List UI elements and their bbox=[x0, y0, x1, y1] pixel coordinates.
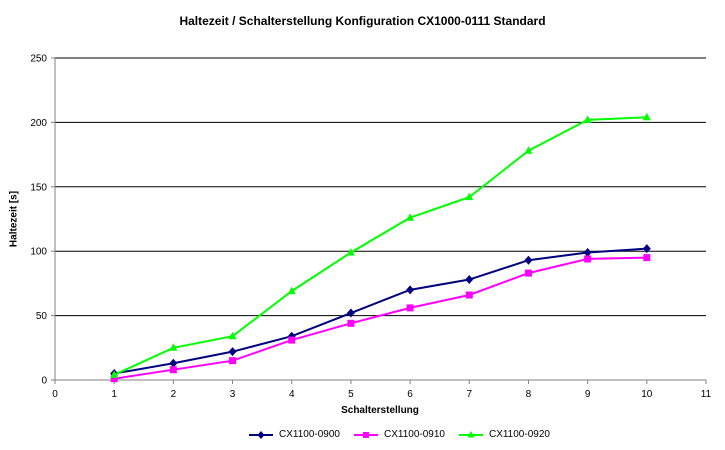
data-point bbox=[642, 112, 651, 121]
data-point bbox=[110, 375, 118, 383]
x-tick-label: 11 bbox=[701, 389, 712, 400]
data-point bbox=[406, 213, 415, 221]
legend-swatch bbox=[458, 430, 483, 437]
data-point bbox=[169, 343, 178, 351]
legend-label: CX1100-0910 bbox=[383, 429, 445, 440]
data-point bbox=[524, 146, 533, 154]
legend-marker bbox=[257, 430, 265, 439]
y-tick-label: 100 bbox=[30, 247, 47, 258]
x-tick-label: 2 bbox=[171, 389, 177, 400]
y-tick-label: 200 bbox=[30, 118, 47, 129]
x-tick-label: 9 bbox=[585, 389, 591, 400]
y-tick-label: 0 bbox=[41, 376, 47, 387]
legend-swatch bbox=[353, 431, 378, 438]
legend-marker bbox=[467, 430, 475, 437]
data-point bbox=[288, 336, 296, 344]
data-point bbox=[228, 347, 237, 357]
data-point bbox=[583, 247, 592, 257]
series-line bbox=[114, 247, 647, 375]
data-point bbox=[406, 285, 415, 295]
data-point bbox=[642, 244, 651, 254]
x-tick-label: 3 bbox=[230, 389, 236, 400]
data-point bbox=[347, 319, 355, 327]
data-point bbox=[110, 370, 119, 378]
legend-item: CX1100-0910 bbox=[352, 429, 445, 440]
data-point bbox=[169, 366, 177, 374]
data-point bbox=[465, 275, 474, 285]
legend-item: CX1100-0900 bbox=[247, 429, 340, 440]
x-tick-label: 6 bbox=[407, 389, 413, 400]
x-tick-label: 0 bbox=[52, 389, 58, 400]
series-cx1100-0920 bbox=[110, 112, 651, 378]
legend: CX1100-0900 CX1100-0910 CX1100-0920 bbox=[247, 429, 562, 440]
legend-label: CX1100-0900 bbox=[279, 429, 340, 440]
data-point bbox=[465, 192, 474, 201]
x-tick-label: 7 bbox=[466, 389, 472, 400]
data-point bbox=[346, 247, 355, 256]
data-point bbox=[643, 254, 651, 262]
legend-marker bbox=[362, 431, 369, 438]
series-line bbox=[114, 256, 647, 380]
data-point bbox=[287, 286, 296, 295]
x-tick-label: 5 bbox=[348, 389, 354, 400]
y-tick-label: 150 bbox=[30, 182, 47, 193]
x-tick-label: 8 bbox=[526, 389, 532, 400]
data-point bbox=[584, 255, 592, 263]
data-point bbox=[465, 291, 473, 299]
series-cx1100-0910 bbox=[110, 254, 651, 383]
y-tick-label: 50 bbox=[36, 311, 48, 322]
data-point bbox=[346, 308, 355, 318]
y-axis-label: Haltezeit [s] bbox=[8, 190, 20, 248]
series-line bbox=[113, 116, 647, 376]
chart-title: Haltezeit / Schalterstellung Konfigurati… bbox=[179, 14, 546, 28]
y-tick-label: 250 bbox=[30, 54, 47, 65]
legend-swatch bbox=[249, 430, 273, 439]
legend-label: CX1100-0920 bbox=[488, 429, 550, 440]
data-point bbox=[524, 269, 532, 277]
data-point bbox=[524, 255, 533, 265]
legend-item: CX1100-0920 bbox=[457, 429, 550, 440]
x-axis-label: Schalterstellung bbox=[341, 405, 419, 416]
x-tick-label: 4 bbox=[289, 389, 295, 400]
data-point bbox=[169, 358, 178, 368]
data-point bbox=[228, 331, 237, 340]
data-point bbox=[406, 304, 414, 312]
data-point bbox=[583, 115, 592, 123]
data-point bbox=[229, 357, 237, 365]
x-tick-label: 1 bbox=[111, 389, 117, 400]
x-tick-label: 10 bbox=[641, 389, 653, 400]
